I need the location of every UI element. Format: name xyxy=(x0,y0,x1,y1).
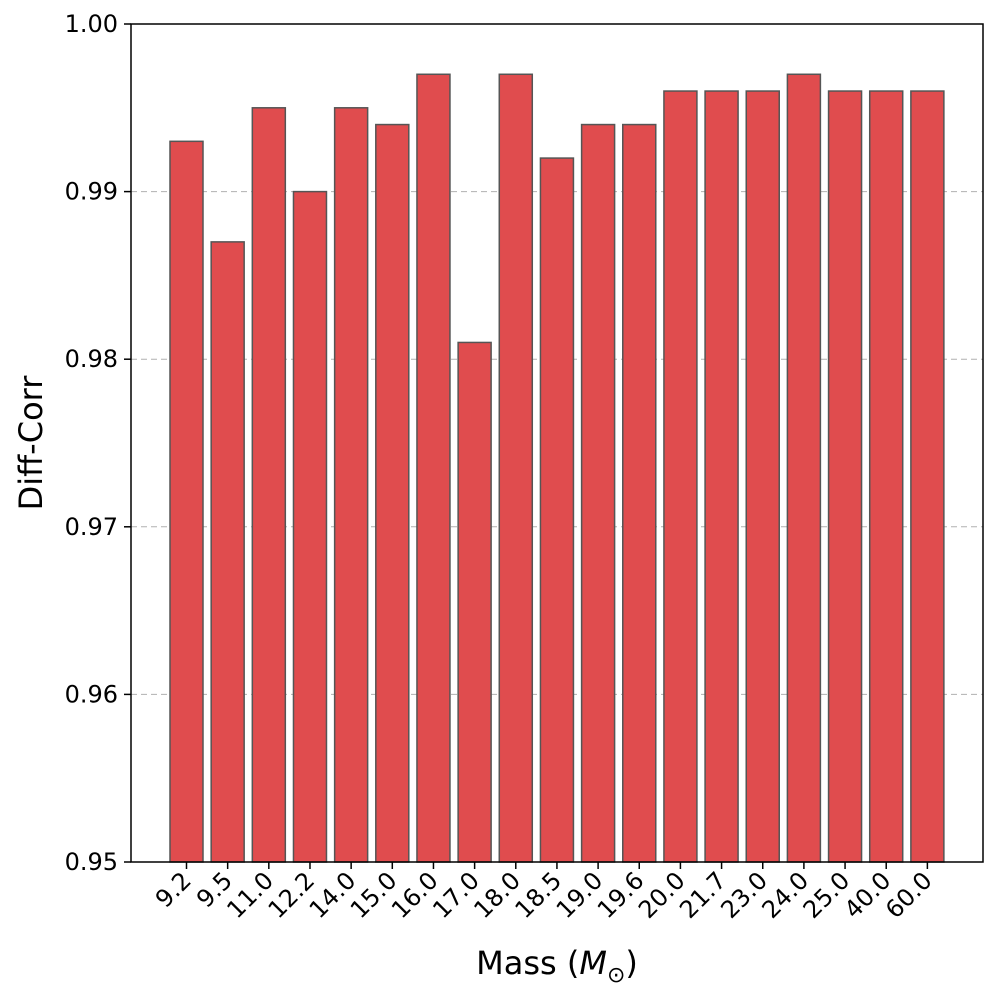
bar xyxy=(169,140,204,863)
x-axis-ticks: 9.29.511.012.214.015.016.017.018.018.519… xyxy=(150,862,938,924)
y-axis-label: Diff-Corr xyxy=(12,375,50,511)
bar xyxy=(292,190,328,863)
y-tick-label: 0.95 xyxy=(65,848,118,876)
bar xyxy=(375,123,410,863)
bar xyxy=(786,73,822,863)
bar xyxy=(457,341,492,863)
y-tick-label: 0.96 xyxy=(65,680,118,708)
bar xyxy=(622,123,657,863)
y-tick-label: 0.97 xyxy=(65,513,118,541)
bar xyxy=(745,90,780,863)
x-axis-label: Mass (M⊙) xyxy=(476,944,638,988)
bar xyxy=(416,73,451,863)
bar xyxy=(539,157,575,863)
bar xyxy=(663,90,698,863)
bar xyxy=(498,73,534,863)
y-axis-ticks: 0.95 0.96 0.97 0.98 0.99 1.00 xyxy=(65,10,131,876)
y-tick-label: 0.99 xyxy=(65,178,118,206)
x-tick-label: 9.2 xyxy=(150,866,197,913)
bar xyxy=(333,107,369,863)
bar xyxy=(704,90,739,863)
bar xyxy=(827,90,863,863)
y-tick-label: 1.00 xyxy=(65,10,118,38)
x-tick-label: 60.0 xyxy=(880,866,938,924)
bar xyxy=(251,107,287,863)
bars xyxy=(169,73,945,863)
bar xyxy=(868,90,904,863)
bar xyxy=(910,90,945,863)
bar xyxy=(210,241,245,863)
y-tick-label: 0.98 xyxy=(65,345,118,373)
bar xyxy=(580,123,616,863)
